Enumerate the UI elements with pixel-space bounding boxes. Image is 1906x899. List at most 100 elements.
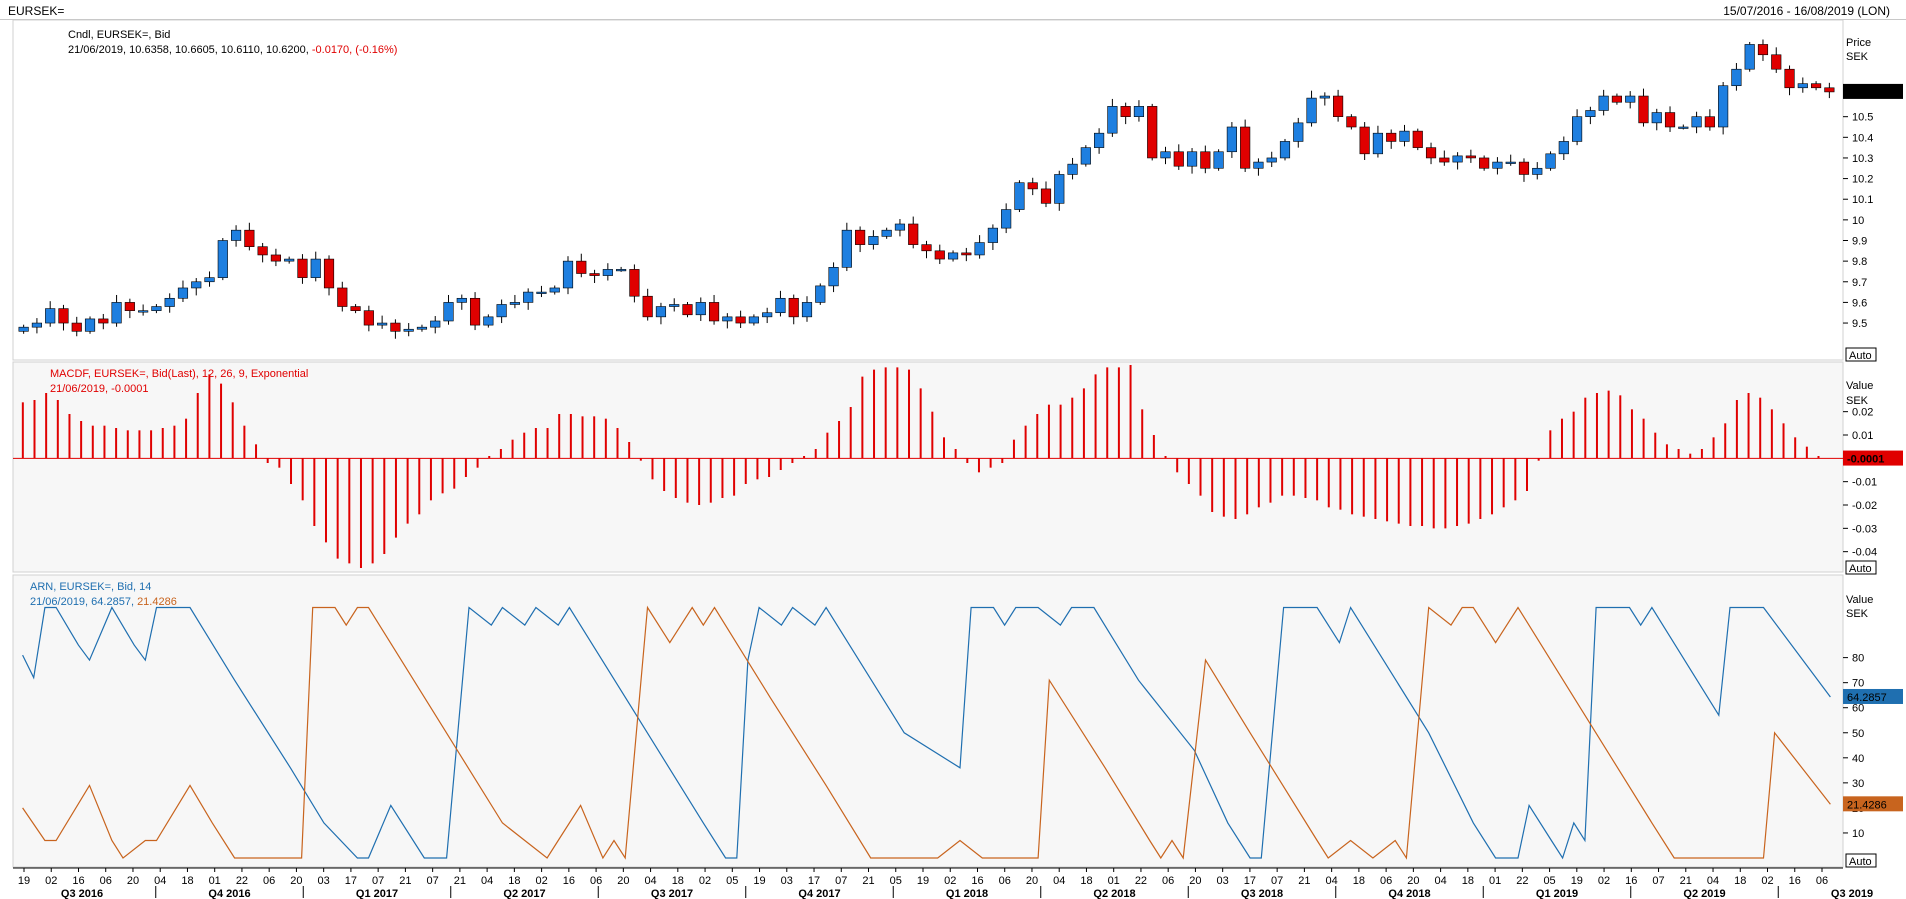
price-tick-label: 10.4 bbox=[1852, 132, 1873, 144]
candle-body bbox=[1133, 106, 1145, 117]
day-tick-label: 19 bbox=[917, 875, 929, 887]
candle-body bbox=[523, 291, 534, 303]
day-tick-label: 17 bbox=[1244, 875, 1256, 887]
candle-body bbox=[1359, 126, 1370, 155]
day-tick-label: 21 bbox=[862, 875, 874, 887]
day-tick-label: 20 bbox=[1189, 875, 1201, 887]
candle-body bbox=[682, 304, 693, 316]
candle-body bbox=[1731, 68, 1742, 87]
day-tick-label: 02 bbox=[1761, 875, 1773, 887]
candle-body bbox=[1704, 116, 1715, 128]
candle-body bbox=[1147, 106, 1158, 159]
price-panel[interactable] bbox=[12, 20, 1844, 361]
price-last-value-box bbox=[1843, 83, 1903, 99]
candle-body bbox=[31, 322, 42, 328]
day-tick-label: 16 bbox=[971, 875, 983, 887]
aroon-unit-label: Value bbox=[1846, 594, 1873, 606]
price-tick-label: 10.5 bbox=[1852, 112, 1873, 124]
candle-body bbox=[84, 318, 96, 332]
day-tick-label: 03 bbox=[1217, 875, 1229, 887]
day-tick-label: 16 bbox=[563, 875, 575, 887]
candle-body bbox=[416, 326, 428, 330]
macd-tick-label: 0.01 bbox=[1852, 430, 1873, 442]
aroon-tick-label: 50 bbox=[1852, 728, 1864, 740]
price-tick-label: 10 bbox=[1852, 215, 1864, 227]
day-tick-label: 05 bbox=[890, 875, 902, 887]
candle-body bbox=[1811, 83, 1822, 89]
macd-auto-scale-button[interactable] bbox=[1845, 560, 1877, 575]
day-tick-label: 01 bbox=[209, 875, 221, 887]
candle-body bbox=[1240, 126, 1251, 169]
macd-tick-label: -0.03 bbox=[1852, 523, 1877, 535]
candle-body bbox=[762, 312, 773, 318]
candle-body bbox=[775, 297, 786, 314]
day-tick-label: 06 bbox=[263, 875, 275, 887]
macd-panel[interactable] bbox=[12, 361, 1844, 573]
day-tick-label: 06 bbox=[1162, 875, 1174, 887]
day-tick-label: 18 bbox=[1080, 875, 1092, 887]
candle-body bbox=[1107, 106, 1118, 134]
candle-body bbox=[1718, 85, 1729, 128]
candle-body bbox=[390, 322, 401, 332]
day-tick-label: 04 bbox=[1326, 875, 1338, 887]
candle-body bbox=[257, 246, 268, 256]
candle-body bbox=[1001, 209, 1012, 229]
candle-body bbox=[18, 326, 29, 332]
quarter-label: Q2 2019 bbox=[1683, 888, 1725, 899]
candle-body bbox=[1757, 44, 1769, 56]
candle-body bbox=[881, 229, 892, 237]
quarter-label: Q3 2017 bbox=[651, 888, 693, 899]
candle-body bbox=[908, 223, 919, 245]
candle-body bbox=[1532, 167, 1543, 175]
candle-body bbox=[1253, 161, 1264, 169]
time-axis: 19 02 16 06 20 04 18 01 22 06 20 03 17 07 21 07 21 04 18 02… bbox=[13, 867, 1873, 899]
candle-body bbox=[456, 297, 467, 303]
aroon-up-line bbox=[22, 606, 1831, 860]
candle-body bbox=[244, 229, 255, 247]
price-auto-scale-button[interactable] bbox=[1845, 347, 1877, 362]
chart-area[interactable]: 9.5 9.6 9.7 9.8 9.9 10 10.1 10.2 10.3 10.4 10.5 0.0… bbox=[0, 20, 1906, 899]
day-tick-label: 20 bbox=[1026, 875, 1038, 887]
candle-body bbox=[284, 258, 295, 262]
candle-body bbox=[1054, 174, 1065, 204]
candle-body bbox=[562, 260, 574, 289]
day-tick-label: 01 bbox=[1489, 875, 1501, 887]
day-tick-label: 02 bbox=[45, 875, 57, 887]
day-tick-label: 04 bbox=[154, 875, 166, 887]
day-tick-label: 04 bbox=[1434, 875, 1446, 887]
candle-body bbox=[1346, 116, 1357, 128]
candle-body bbox=[177, 287, 189, 299]
quarter-label: Q4 2016 bbox=[208, 888, 250, 899]
candle-body bbox=[1279, 141, 1291, 159]
symbol-title: EURSEK= bbox=[8, 4, 65, 18]
day-tick-label: 02 bbox=[699, 875, 711, 887]
candle-body bbox=[828, 267, 839, 287]
candle-body bbox=[1372, 132, 1384, 155]
day-tick-label: 07 bbox=[1652, 875, 1664, 887]
candle-body bbox=[616, 269, 627, 272]
day-tick-label: 17 bbox=[345, 875, 357, 887]
quarter-label: Q1 2018 bbox=[946, 888, 988, 899]
aroon-tick-label: 80 bbox=[1852, 653, 1864, 665]
day-tick-label: 02 bbox=[535, 875, 547, 887]
candle-body bbox=[164, 297, 175, 307]
aroon-legend-date: 21/06/2019, bbox=[30, 596, 91, 608]
aroon-unit: SEK bbox=[1846, 608, 1869, 620]
candle-body bbox=[1120, 106, 1131, 117]
candle-body bbox=[801, 302, 813, 318]
price-auto-scale-label: Auto bbox=[1849, 350, 1872, 362]
candle-body bbox=[323, 258, 335, 289]
candle-body bbox=[855, 229, 866, 245]
candle-body bbox=[1797, 83, 1808, 89]
candle-body bbox=[509, 302, 520, 305]
candle-body bbox=[496, 304, 507, 318]
time-auto-scale-button[interactable] bbox=[1845, 853, 1877, 868]
aroon-panel[interactable] bbox=[12, 574, 1844, 868]
price-candles bbox=[18, 39, 1835, 339]
candle-body bbox=[191, 281, 202, 289]
candle-body bbox=[58, 308, 69, 324]
price-legend-ohlc: 21/06/2019, 10.6358, 10.6605, 10.6110, 1… bbox=[68, 44, 312, 56]
candle-body bbox=[1452, 155, 1463, 163]
price-legend-title: Cndl, EURSEK=, Bid bbox=[68, 29, 170, 41]
candle-body bbox=[868, 236, 879, 245]
